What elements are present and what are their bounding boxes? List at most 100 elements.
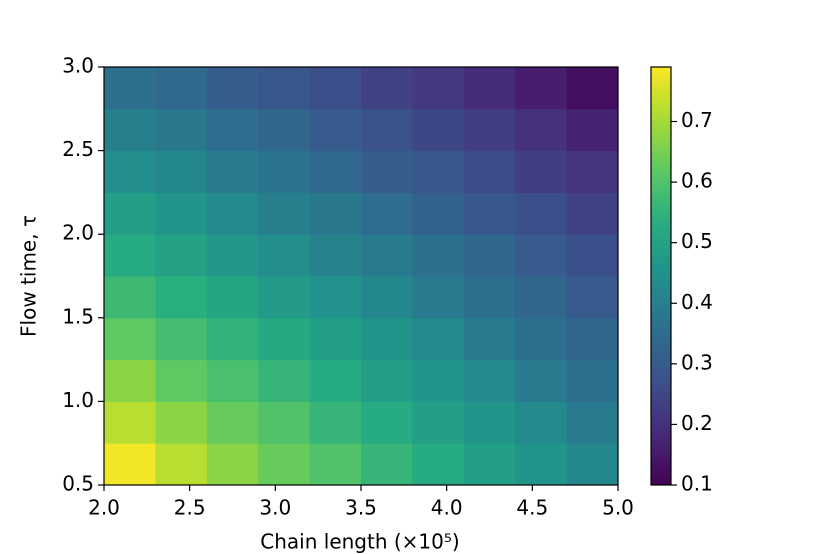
heatmap-cell	[515, 443, 568, 486]
heatmap-cell	[104, 276, 156, 319]
heatmap-cell	[361, 401, 413, 444]
heatmap-cell	[361, 443, 413, 486]
colorbar-tick-label: 0.3	[681, 350, 713, 374]
heatmap-cell	[412, 150, 465, 193]
heatmap-cell	[361, 67, 413, 110]
y-tick-label: 0.5	[62, 472, 94, 496]
heatmap-cell	[515, 67, 568, 110]
x-tick-label: 2.0	[88, 496, 120, 520]
heatmap-cell	[309, 67, 362, 110]
y-tick-label: 3.0	[62, 54, 94, 78]
heatmap-cell	[566, 443, 619, 486]
y-tick-label: 1.0	[62, 388, 94, 412]
heatmap-cell	[463, 359, 516, 402]
heatmap-cell	[566, 67, 619, 110]
x-axis-label: Chain length (×10⁵)	[260, 530, 459, 554]
heatmap-cell	[309, 443, 362, 486]
heatmap-cell	[206, 276, 259, 319]
heatmap-cell	[361, 276, 413, 319]
heatmap-cell	[361, 192, 413, 235]
heatmap-cell	[104, 401, 156, 444]
x-tick-label: 4.0	[431, 496, 463, 520]
y-tick-label: 2.0	[62, 221, 94, 245]
y-tick-label: 1.5	[62, 304, 94, 328]
colorbar-tick-label: 0.1	[681, 472, 713, 496]
heatmap-cell	[463, 317, 516, 361]
heatmap-cell	[104, 234, 156, 277]
heatmap-cell	[155, 67, 208, 110]
heatmap-cell	[515, 192, 568, 235]
y-tick-label: 2.5	[62, 137, 94, 161]
heatmap-cell	[463, 443, 516, 486]
heatmap-cell	[155, 234, 208, 277]
heatmap-cell	[104, 443, 156, 486]
heatmap-cell	[258, 67, 311, 110]
heatmap-cell	[566, 108, 619, 152]
heatmap-cell	[515, 401, 568, 444]
heatmap-cell	[566, 359, 619, 402]
heatmap-cell	[155, 108, 208, 152]
heatmap-cell	[206, 108, 259, 152]
heatmap-cell	[206, 192, 259, 235]
colorbar-tick-label: 0.5	[681, 229, 713, 253]
heatmap-cell	[566, 276, 619, 319]
heatmap-cell	[412, 401, 465, 444]
colorbar-tick-label: 0.2	[681, 411, 713, 435]
heatmap-cell	[155, 276, 208, 319]
heatmap-cell	[463, 276, 516, 319]
heatmap-cell	[206, 317, 259, 361]
heatmap-cell	[566, 234, 619, 277]
heatmap-cell	[412, 317, 465, 361]
heatmap-cell	[104, 192, 156, 235]
heatmap-cell	[412, 276, 465, 319]
heatmap-cell	[206, 401, 259, 444]
heatmap-cell	[309, 150, 362, 193]
heatmap-cell	[104, 317, 156, 361]
heatmap-cell	[463, 192, 516, 235]
heatmap-cell	[104, 150, 156, 193]
heatmap-cell	[515, 317, 568, 361]
heatmap-cell	[258, 192, 311, 235]
heatmap-cell	[412, 359, 465, 402]
heatmap-cell	[361, 234, 413, 277]
heatmap-cell	[258, 443, 311, 486]
heatmap-cell	[258, 108, 311, 152]
heatmap-cell	[361, 317, 413, 361]
heatmap-cell	[309, 401, 362, 444]
heatmap-cell	[566, 192, 619, 235]
heatmap-cell	[515, 276, 568, 319]
heatmap-cell	[566, 401, 619, 444]
heatmap-cell	[155, 359, 208, 402]
heatmap-cell	[206, 443, 259, 486]
heatmap-cell	[309, 192, 362, 235]
heatmap-cell	[206, 150, 259, 193]
heatmap-cell	[412, 443, 465, 486]
heatmap-cell	[309, 108, 362, 152]
colorbar-tick-label: 0.7	[681, 108, 713, 132]
heatmap-cell	[258, 359, 311, 402]
heatmap-cell	[309, 359, 362, 402]
heatmap-cell	[206, 359, 259, 402]
heatmap-cell	[463, 234, 516, 277]
x-tick-label: 3.5	[345, 496, 377, 520]
heatmap-cell	[566, 317, 619, 361]
heatmap-cell	[515, 234, 568, 277]
colorbar-tick-label: 0.6	[681, 169, 713, 193]
colorbar-tick-label: 0.4	[681, 290, 713, 314]
heatmap-cell	[412, 192, 465, 235]
heatmap-cell	[412, 234, 465, 277]
heatmap-cell	[515, 108, 568, 152]
heatmap-cell	[258, 276, 311, 319]
heatmap-cell	[258, 234, 311, 277]
y-axis-label: Flow time, τ	[17, 215, 41, 337]
heatmap-cell	[104, 108, 156, 152]
heatmap-cell	[515, 150, 568, 193]
heatmap-cell	[412, 67, 465, 110]
heatmap-cell	[258, 317, 311, 361]
heatmap-cell	[361, 108, 413, 152]
heatmap-cell	[155, 443, 208, 486]
heatmap-cell	[155, 150, 208, 193]
heatmap-cell	[566, 150, 619, 193]
heatmap-cell	[258, 401, 311, 444]
heatmap-cell	[206, 67, 259, 110]
